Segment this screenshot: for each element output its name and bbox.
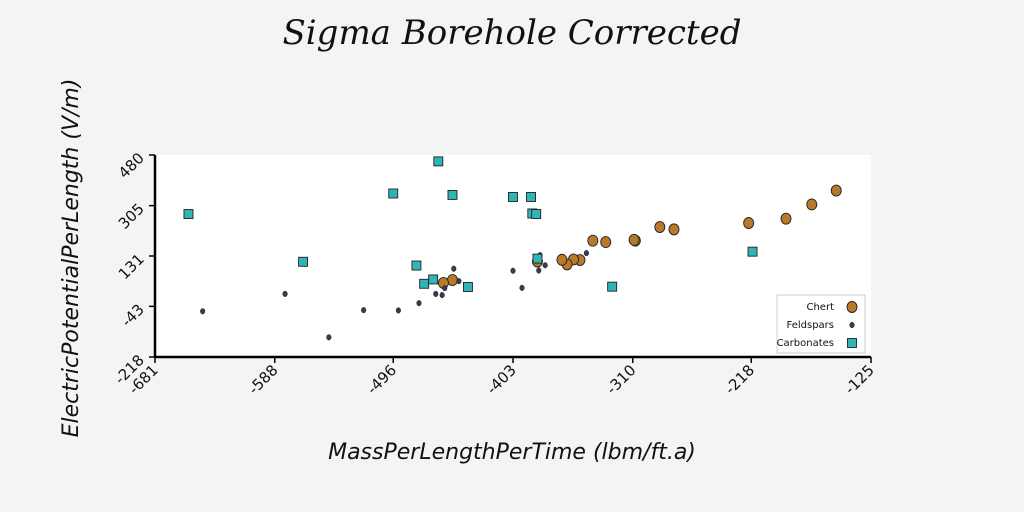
feldspars-point (442, 285, 448, 292)
feldspars-point (395, 307, 401, 314)
feldspars-point (583, 250, 589, 257)
plot-area (155, 155, 871, 357)
x-tick-label: -125 (841, 361, 878, 398)
legend-label-chert: Chert (806, 302, 834, 313)
chart-title: Sigma Borehole Corrected (283, 13, 742, 53)
y-tick-label: 305 (115, 200, 148, 233)
feldspars-point (510, 267, 516, 274)
y-tick-label: -43 (118, 300, 148, 330)
carbonates-point (447, 189, 458, 200)
chert-point (587, 234, 599, 247)
carbonates-point (747, 246, 758, 257)
legend-marker-feldspars (849, 321, 855, 329)
chert-point (600, 236, 612, 249)
chert-point (447, 274, 458, 286)
carbonates-point (462, 282, 473, 292)
x-axis-label: MassPerLengthPerTime (lbm/ft.a) (328, 440, 696, 465)
feldspars-point (326, 334, 332, 341)
legend-label-feldspars: Feldspars (787, 320, 835, 331)
y-tick-label: 131 (115, 250, 148, 283)
carbonates-point (526, 192, 536, 202)
carbonates-point (508, 192, 518, 202)
feldspars-point (433, 290, 439, 297)
feldspars-point (439, 292, 445, 299)
feldspars-point (416, 300, 422, 307)
x-tick-label: -496 (363, 361, 400, 398)
chert-point (668, 223, 680, 236)
chert-point (806, 198, 818, 211)
x-tick-label: -403 (483, 361, 520, 398)
legend-marker-carbonates (847, 338, 857, 348)
x-tick-label: -588 (245, 361, 282, 398)
feldspars-point (456, 278, 462, 285)
legend: Chert Feldspars Carbonates (776, 294, 866, 354)
carbonates-point (411, 260, 422, 271)
legend-label-carbonates: Carbonates (777, 338, 834, 349)
x-tick-label: -310 (603, 361, 640, 398)
carbonates-point (388, 188, 399, 199)
feldspars-point (282, 290, 288, 297)
feldspars-point (542, 262, 548, 269)
chert-point (780, 212, 792, 225)
feldspars-point (519, 284, 525, 291)
legend-marker-chert (846, 301, 858, 313)
carbonates-point (531, 209, 542, 219)
y-axis-label: ElectricPotentialPerLength (V/m) (59, 79, 84, 438)
carbonates-point (298, 256, 309, 267)
y-tick-label: 480 (115, 149, 148, 182)
chert-point (830, 184, 842, 197)
chert-point (654, 221, 666, 234)
feldspars-point (451, 265, 457, 272)
feldspars-point (361, 307, 367, 314)
feldspars-point (200, 308, 206, 315)
carbonates-point (532, 253, 543, 264)
chert-point (743, 217, 755, 229)
x-tick-label: -218 (721, 361, 758, 398)
carbonates-point (433, 156, 444, 167)
chert-point (628, 233, 640, 246)
carbonates-point (419, 278, 430, 289)
carbonates-point (428, 274, 439, 285)
feldspars-point (536, 267, 542, 274)
chert-point (556, 253, 568, 266)
data-points (183, 156, 842, 341)
carbonates-point (607, 281, 618, 292)
carbonates-point (183, 209, 194, 219)
